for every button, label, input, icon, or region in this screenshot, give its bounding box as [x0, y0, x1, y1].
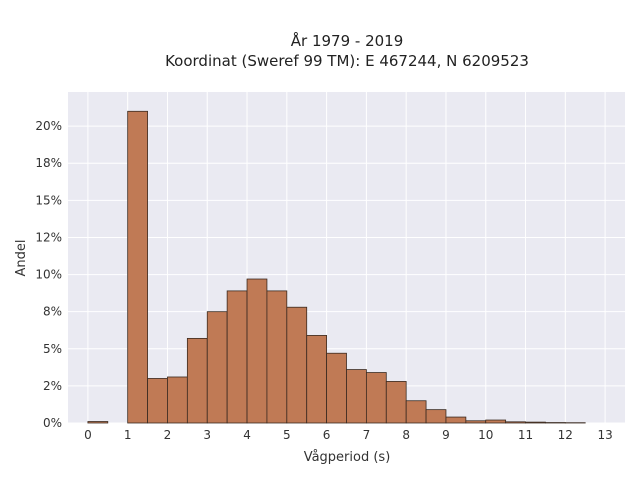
histogram-bar-21 [525, 421, 546, 424]
histogram-bar-2 [147, 378, 168, 424]
y-axis-ticks: 0% 2% 5% 8% 10% 12% 15% 18% 20% [35, 119, 62, 430]
histogram-bar-19 [485, 419, 507, 424]
histogram-bar-6 [226, 290, 248, 424]
histogram-bar-13 [365, 372, 387, 424]
x-tick-label-7: 7 [363, 428, 371, 442]
y-tick-label-3: 8% [43, 305, 62, 319]
x-tick-label-9: 9 [442, 428, 450, 442]
histogram-bar-3 [167, 376, 188, 424]
histogram-bar-9 [286, 306, 308, 424]
y-tick-label-5: 12% [35, 230, 62, 244]
histogram-bar-0 [87, 421, 109, 424]
y-axis-label: Andel [14, 240, 29, 277]
histogram-bar-8 [266, 290, 288, 424]
y-tick-label-6: 15% [35, 193, 62, 207]
chart-title: År 1979 - 2019 [291, 31, 404, 50]
y-tick-label-4: 10% [35, 268, 62, 282]
x-axis-ticks: 0 1 2 3 4 5 6 7 8 9 10 11 12 13 [84, 428, 613, 442]
histogram-bar-1 [127, 110, 148, 424]
x-tick-label-3: 3 [203, 428, 211, 442]
bars [87, 110, 586, 424]
y-tick-label-8: 20% [35, 119, 62, 133]
y-tick-label-7: 18% [35, 156, 62, 170]
histogram-bar-12 [346, 369, 367, 424]
histogram-bar-17 [445, 416, 467, 424]
y-tick-label-2: 5% [43, 342, 62, 356]
y-tick-label-0: 0% [43, 416, 62, 430]
x-tick-label-6: 6 [323, 428, 331, 442]
histogram-bar-11 [326, 352, 347, 424]
x-tick-label-2: 2 [164, 428, 172, 442]
x-axis-label: Vågperiod (s) [304, 450, 391, 465]
histogram-bar-5 [206, 311, 228, 424]
histogram-bar-10 [306, 335, 328, 424]
histogram-bar-4 [186, 337, 208, 424]
x-tick-label-0: 0 [84, 428, 92, 442]
x-tick-label-4: 4 [243, 428, 251, 442]
histogram-bar-7 [246, 278, 268, 424]
chart-subtitle: Koordinat (Sweref 99 TM): E 467244, N 62… [165, 52, 529, 70]
y-tick-label-1: 2% [43, 379, 62, 393]
x-tick-label-5: 5 [283, 428, 291, 442]
x-tick-label-11: 11 [518, 428, 533, 442]
x-tick-label-8: 8 [402, 428, 410, 442]
x-tick-label-12: 12 [558, 428, 573, 442]
histogram-bar-20 [505, 421, 526, 424]
x-tick-label-13: 13 [597, 428, 612, 442]
histogram-bar-18 [465, 420, 487, 424]
histogram-bar-14 [385, 381, 407, 424]
x-tick-label-10: 10 [478, 428, 493, 442]
histogram-bar-15 [405, 400, 427, 424]
histogram-bar-16 [425, 409, 447, 424]
x-tick-label-1: 1 [124, 428, 132, 442]
